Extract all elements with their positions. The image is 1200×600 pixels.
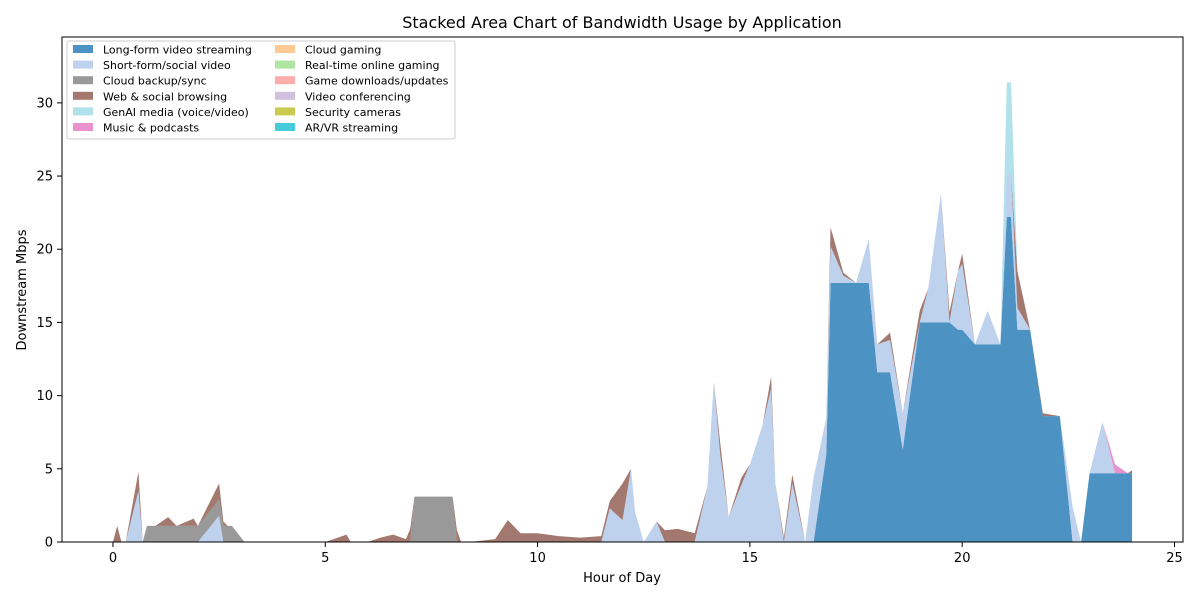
- y-tick-label: 10: [36, 389, 53, 404]
- legend-label: Music & podcasts: [103, 122, 199, 135]
- legend-swatch: [73, 45, 93, 53]
- x-tick-label: 15: [742, 551, 759, 566]
- legend-label: Cloud gaming: [305, 44, 381, 57]
- area-series-0: [112, 217, 1133, 543]
- legend-swatch: [73, 60, 93, 69]
- y-tick-label: 15: [36, 316, 53, 331]
- legend-swatch: [275, 107, 295, 116]
- legend-swatch: [73, 76, 93, 85]
- legend-label: Real-time online gaming: [305, 59, 440, 72]
- legend-label: AR/VR streaming: [305, 122, 398, 135]
- legend-label: Web & social browsing: [103, 90, 227, 103]
- legend-label: Video conferencing: [305, 90, 411, 103]
- legend-label: Short-form/social video: [103, 59, 231, 72]
- legend-box: [66, 40, 456, 140]
- x-tick-label: 0: [109, 551, 117, 566]
- legend-label: GenAI media (voice/video): [103, 106, 249, 119]
- x-tick-label: 10: [529, 551, 546, 566]
- x-tick-label: 20: [954, 551, 971, 566]
- chart-title: Stacked Area Chart of Bandwidth Usage by…: [402, 13, 842, 32]
- legend-swatch: [73, 123, 93, 131]
- legend-label: Security cameras: [305, 106, 401, 119]
- legend-swatch: [73, 91, 93, 100]
- legend-swatch: [275, 123, 295, 131]
- y-tick-label: 0: [45, 536, 53, 551]
- area-series-2: [112, 173, 1133, 542]
- y-axis-label: Downstream Mbps: [15, 229, 30, 350]
- area-layers: [112, 82, 1133, 543]
- legend-swatch: [73, 107, 93, 116]
- y-tick-label: 5: [45, 462, 53, 477]
- legend-label: Long-form video streaming: [103, 44, 252, 57]
- legend-swatch: [275, 91, 295, 100]
- legend-swatch: [275, 45, 295, 53]
- x-axis-ticks: 0 5 10 15 20 25: [109, 542, 1183, 566]
- legend: Long-form video streaming Short-form/soci…: [66, 40, 456, 140]
- x-tick-label: 5: [321, 551, 329, 566]
- y-axis-ticks: 0 5 10 15 20 25 30: [36, 96, 62, 551]
- legend-label: Cloud backup/sync: [103, 75, 207, 88]
- x-axis-label: Hour of Day: [583, 571, 661, 586]
- y-tick-label: 20: [36, 243, 53, 258]
- legend-swatch: [275, 60, 295, 69]
- y-tick-label: 25: [36, 170, 53, 185]
- plot-frame: [61, 36, 1184, 543]
- y-tick-label: 30: [36, 96, 53, 111]
- legend-label: Game downloads/updates: [305, 75, 449, 88]
- legend-swatch: [275, 76, 295, 85]
- x-tick-label: 25: [1166, 551, 1183, 566]
